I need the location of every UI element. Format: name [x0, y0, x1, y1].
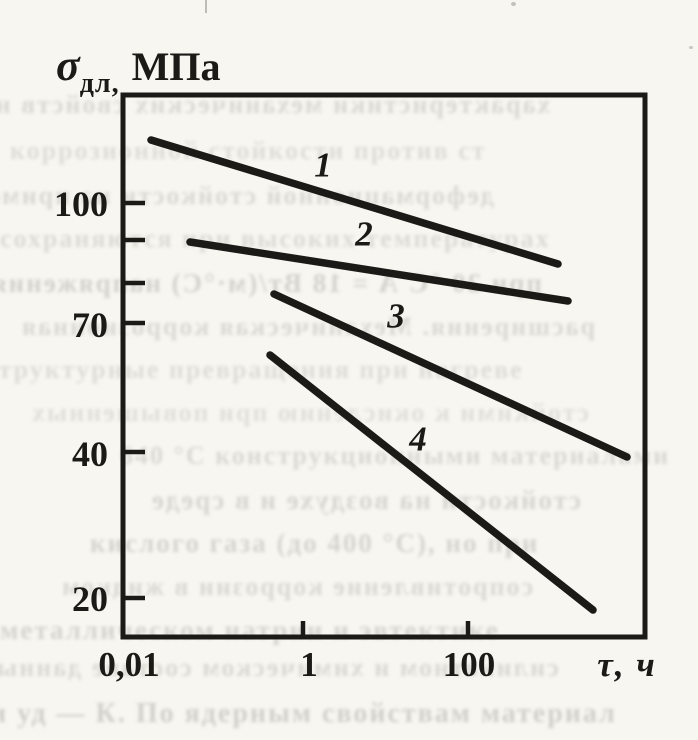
bleedthrough-text-line: металлическом натрии и эвтектике — [0, 615, 500, 645]
curve-label-3: 3 — [387, 296, 405, 336]
series-line-1 — [147, 136, 562, 268]
x-tick-label-1: 1 — [300, 645, 318, 684]
y-tick-label-70: 70 — [72, 305, 108, 345]
bleedthrough-text-line: сохраняются при высоких температурах — [0, 224, 551, 253]
scan-artifact-hairline — [205, 0, 207, 13]
plot-frame — [120, 92, 648, 640]
sigma-subscript: дл, — [79, 68, 120, 99]
y-tick-label-100: 100 — [54, 184, 108, 224]
sigma-symbol: σ — [56, 41, 80, 90]
x-tick-label-100: 100 — [442, 645, 496, 684]
series-line-3 — [270, 290, 631, 461]
bleedthrough-text-line: и уд — К. По ядерным свойствам материал — [0, 698, 617, 729]
scan-artifact-speck — [511, 2, 516, 6]
bleedthrough-text-line: кислого газа (до 400 °С), но при — [90, 528, 540, 558]
y-axis-title: σдл, МПа — [56, 40, 220, 100]
curve-label-4: 4 — [409, 419, 427, 459]
scan-artifact-speck — [689, 46, 693, 49]
bleedthrough-text-line: коррозионной стойкости против ст — [10, 136, 487, 165]
curve-label-1: 1 — [314, 145, 332, 185]
x-axis-unit-label: τ, ч — [597, 645, 657, 684]
y-tick-label-20: 20 — [72, 579, 108, 619]
y-tick-label-40: 40 — [72, 434, 108, 474]
x-tick-label-0.01: 0,01 — [98, 645, 160, 684]
curve-label-2: 2 — [355, 214, 373, 254]
y-axis-unit: МПа — [131, 44, 221, 89]
series-line-4 — [266, 351, 597, 614]
series-line-2 — [186, 238, 572, 305]
